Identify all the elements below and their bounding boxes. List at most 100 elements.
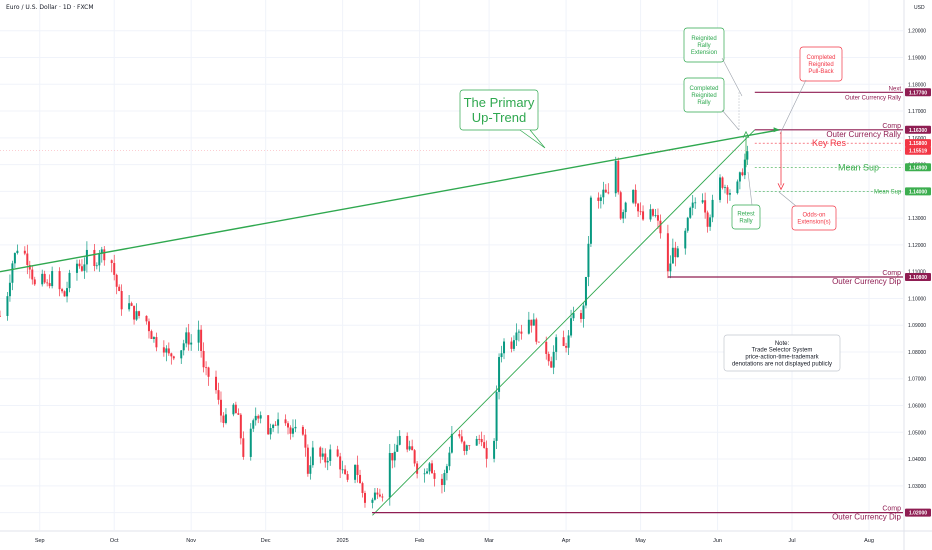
price-badge-label: 1.17700 bbox=[909, 90, 927, 96]
candle-body bbox=[527, 319, 530, 334]
candle-body bbox=[0, 315, 1, 317]
candle-body bbox=[706, 212, 709, 227]
completed-reignited-pullback-callout-text: Completed Reignited Pull-Back bbox=[806, 55, 835, 75]
candle-body bbox=[23, 250, 26, 254]
candle-body bbox=[26, 253, 29, 266]
candle-body bbox=[579, 313, 582, 319]
candle-body bbox=[31, 269, 34, 280]
candle-body bbox=[726, 187, 729, 195]
retest-rally-callout-text: Retest Rally bbox=[737, 212, 755, 225]
candle-body bbox=[68, 272, 71, 289]
candle-body bbox=[356, 464, 359, 475]
candle-body bbox=[309, 465, 312, 474]
y-tick-label: 1.06000 bbox=[908, 404, 926, 410]
levels bbox=[0, 91, 903, 516]
candle-body bbox=[587, 243, 590, 277]
candle-body bbox=[450, 434, 453, 453]
candle-body bbox=[133, 305, 136, 320]
candle-body bbox=[239, 414, 242, 439]
candle-body bbox=[686, 217, 689, 231]
y-tick-label: 1.19000 bbox=[908, 56, 926, 62]
price-badge-label: 1.10800 bbox=[909, 275, 927, 281]
reignited-rally-extension-callout-text: Reignited Rally Extension bbox=[691, 36, 717, 56]
candle-body bbox=[259, 415, 262, 419]
candle-body bbox=[43, 273, 46, 283]
candle-body bbox=[304, 434, 307, 448]
candle-body bbox=[118, 286, 121, 291]
candle-body bbox=[654, 215, 657, 216]
candle-body bbox=[614, 160, 617, 194]
y-tick-label: 1.08000 bbox=[908, 350, 926, 356]
candle-body bbox=[185, 332, 188, 344]
candle-body bbox=[619, 192, 622, 219]
y-tick-label: 1.12000 bbox=[908, 243, 926, 249]
candle-body bbox=[537, 341, 540, 343]
candle-body bbox=[443, 473, 446, 485]
candle-body bbox=[373, 492, 376, 500]
candle-body bbox=[632, 189, 635, 203]
candle-body bbox=[406, 435, 409, 450]
candle-body bbox=[550, 361, 553, 368]
candle-body bbox=[182, 343, 185, 351]
candle-body bbox=[61, 289, 64, 292]
candle-body bbox=[602, 189, 605, 198]
candle-body bbox=[41, 273, 44, 285]
candle-body bbox=[232, 404, 235, 415]
candle-body bbox=[515, 332, 518, 341]
candle-body bbox=[224, 414, 227, 423]
candle-body bbox=[319, 447, 322, 457]
candle-body bbox=[33, 279, 36, 285]
x-tick-label: Oct bbox=[110, 538, 119, 544]
candle-body bbox=[58, 271, 61, 290]
completed-reignited-pullback-callout-box bbox=[799, 46, 843, 82]
price-badge bbox=[905, 187, 931, 196]
candle-body bbox=[512, 340, 515, 349]
candle-body bbox=[215, 376, 218, 391]
x-tick-label: Jul bbox=[789, 538, 796, 544]
candle-body bbox=[721, 177, 724, 188]
candle-body bbox=[656, 215, 659, 221]
candle-body bbox=[103, 249, 106, 261]
candle-body bbox=[582, 305, 585, 319]
candle-body bbox=[604, 189, 607, 193]
candle-body bbox=[493, 440, 496, 459]
candle-body bbox=[376, 492, 379, 495]
candle-body bbox=[155, 337, 158, 348]
candle-body bbox=[234, 404, 237, 414]
x-tick-label: Feb bbox=[415, 538, 424, 544]
candle-body bbox=[746, 151, 749, 160]
candle-body bbox=[381, 496, 384, 498]
candle-body bbox=[135, 311, 138, 320]
candle-body bbox=[200, 329, 203, 351]
candle-body bbox=[396, 444, 399, 452]
candle-body bbox=[584, 276, 587, 306]
candle-body bbox=[128, 303, 131, 310]
candle-body bbox=[408, 446, 411, 450]
callout-leader bbox=[721, 109, 740, 131]
candle-body bbox=[100, 249, 103, 254]
chart-title: Euro / U.S. Dollar · 1D · FXCM bbox=[6, 4, 94, 11]
candle-body bbox=[249, 428, 252, 457]
candle-body bbox=[219, 399, 222, 416]
candle-body bbox=[272, 424, 275, 429]
candle-body bbox=[532, 319, 535, 326]
candle-body bbox=[535, 319, 538, 342]
candle-body bbox=[555, 337, 558, 352]
note-callout: Note: Trade Selector System price-action-t… bbox=[723, 334, 841, 372]
candle-body bbox=[324, 453, 327, 463]
candle-body bbox=[728, 193, 731, 195]
primary-up-trend-callout: The Primary Up-Trend bbox=[459, 89, 539, 131]
candle-body bbox=[674, 247, 677, 258]
candle-body bbox=[565, 345, 568, 348]
candle-body bbox=[460, 436, 463, 442]
candle-body bbox=[85, 249, 88, 265]
candle-body bbox=[6, 296, 9, 316]
candles bbox=[0, 145, 749, 509]
x-tick-label: 2025 bbox=[337, 538, 349, 544]
price-badge-label: 1.14900 bbox=[909, 165, 927, 171]
candle-body bbox=[172, 356, 175, 359]
candle-body bbox=[152, 337, 155, 339]
y-tick-label: 1.09000 bbox=[908, 323, 926, 329]
odds-on-extension-callout-box bbox=[791, 205, 837, 231]
candle-body bbox=[701, 200, 704, 203]
